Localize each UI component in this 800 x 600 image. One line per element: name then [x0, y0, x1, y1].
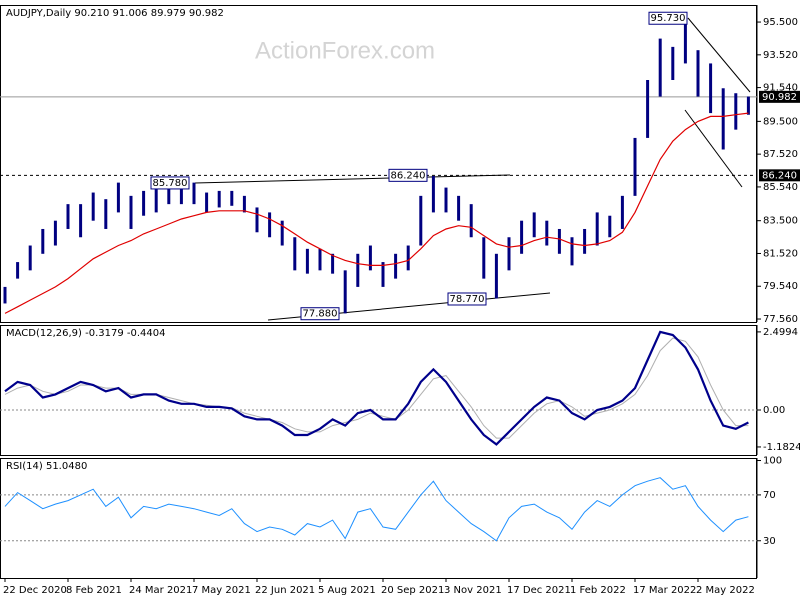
annotation-label: 95.730 [651, 13, 686, 24]
panel-title: MACD(12,26,9) -0.3179 -0.4404 [6, 328, 166, 339]
data-line [4, 330, 749, 446]
x-tick-label: 24 Mar 2021 [129, 585, 192, 596]
y-tick-label: 89.500 [763, 116, 798, 127]
annotation-label: 77.880 [303, 309, 338, 320]
trend-line [687, 17, 751, 93]
y-tick-label: 0.00 [763, 405, 785, 416]
panel-title: AUDJPY,Daily 90.210 91.006 89.979 90.982 [6, 8, 224, 19]
annotation-label: 78.770 [450, 294, 485, 305]
x-tick-label: 7 May 2021 [192, 585, 251, 596]
y-tick-label: 81.520 [763, 248, 798, 259]
annotation-box [648, 11, 688, 25]
trend-line [194, 174, 511, 184]
y-tick-label: 77.560 [763, 314, 798, 325]
trend-line [684, 109, 743, 188]
x-tick-label: 5 Aug 2021 [318, 585, 376, 596]
annotation-box [447, 292, 487, 306]
price-level-box [759, 90, 800, 103]
y-tick-label: 100 [763, 456, 782, 467]
x-tick-label: 8 Feb 2021 [66, 585, 122, 596]
y-tick-label: 87.520 [763, 149, 798, 160]
x-tick-label: 3 Nov 2021 [444, 585, 502, 596]
x-tick-label: 22 Dec 2020 [3, 585, 67, 596]
y-tick-label: -1.1824 [763, 442, 800, 453]
annotation-box [150, 176, 190, 190]
price-level-box [759, 169, 800, 182]
x-tick-label: 17 Dec 2021 [507, 585, 571, 596]
y-tick-label: 83.500 [763, 216, 798, 227]
y-tick-label: 2.4994 [763, 327, 798, 338]
annotation-box [388, 168, 428, 182]
annotation-label: 86.240 [391, 170, 426, 181]
x-tick-label: 1 Feb 2022 [570, 585, 626, 596]
y-tick-label: 85.540 [763, 182, 798, 193]
annotation-label: 85.780 [153, 178, 188, 189]
watermark: ActionForex.com [255, 37, 435, 64]
data-line [4, 477, 749, 542]
y-tick-label: 95.500 [763, 17, 798, 28]
annotation-box [300, 307, 340, 321]
x-tick-label: 2 May 2022 [696, 585, 755, 596]
y-tick-label: 70 [763, 490, 776, 501]
x-tick-label: 20 Sep 2021 [381, 585, 444, 596]
y-tick-label: 30 [763, 536, 776, 547]
ma-line [4, 112, 749, 314]
price-level-label: 90.982 [762, 92, 797, 103]
y-tick-label: 93.520 [763, 50, 798, 61]
x-tick-label: 22 Jun 2021 [255, 585, 315, 596]
panel-title: RSI(14) 51.0480 [6, 461, 87, 472]
y-tick-label: 91.540 [763, 83, 798, 94]
y-tick-label: 79.540 [763, 281, 798, 292]
price-level-label: 86.240 [762, 170, 797, 181]
x-tick-label: 17 Mar 2022 [633, 585, 696, 596]
